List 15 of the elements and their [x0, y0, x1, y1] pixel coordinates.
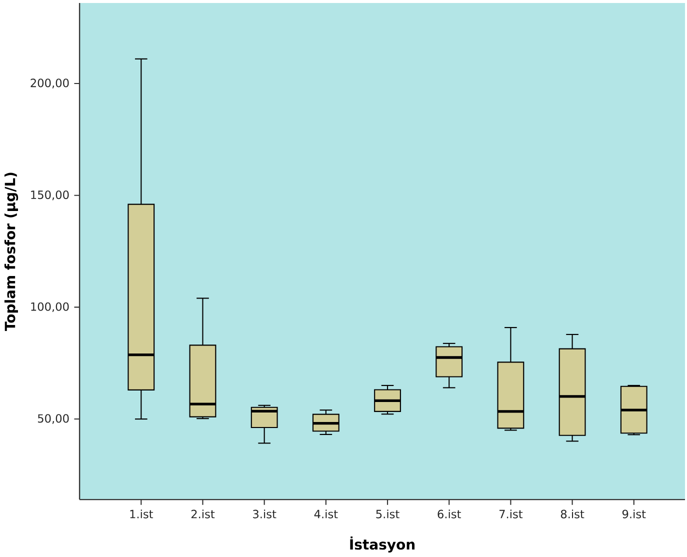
- x-tick-label: 3.ist: [253, 510, 276, 518]
- x-tick-label: 1.ist: [130, 510, 154, 518]
- x-axis-title: İstasyon: [350, 536, 415, 553]
- x-tick-label: 5.ist: [376, 510, 400, 518]
- x-tick-label: 4.ist: [314, 510, 338, 518]
- x-tick-label: 2.ist: [191, 510, 215, 518]
- y-tick-label: 50,00: [38, 414, 69, 424]
- y-tick-label: 200,00: [30, 78, 69, 88]
- x-tick-label: 9.ist: [622, 510, 646, 518]
- y-tick-label: 100,00: [31, 302, 69, 312]
- y-axis-title: Toplam fosfor (µg/L): [4, 172, 18, 332]
- x-tick-label: 6.ist: [438, 510, 461, 518]
- x-tick-label: 7.ist: [499, 510, 523, 518]
- y-tick-label: 150,00: [31, 190, 69, 200]
- x-tick-label: 8.ist: [560, 510, 584, 518]
